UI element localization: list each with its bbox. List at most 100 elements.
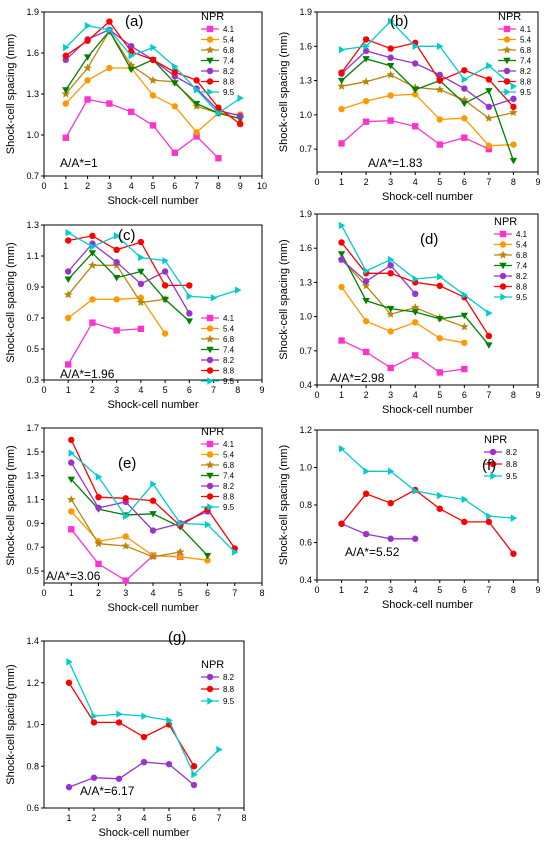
data-point [115, 719, 123, 726]
x-tick-label: 9 [535, 177, 540, 187]
area-ratio-annotation: A/A*=1.96 [60, 367, 115, 381]
data-point [412, 352, 419, 359]
y-tick-label: 0.4 [299, 380, 312, 390]
data-point [171, 149, 178, 156]
x-tick-label: 6 [462, 585, 467, 595]
data-point [89, 319, 96, 326]
data-point [84, 21, 92, 30]
area-ratio-annotation: A/A*=6.17 [80, 784, 135, 798]
x-tick-label: 6 [172, 181, 177, 191]
legend-swatch-marker [206, 472, 214, 480]
data-point [161, 282, 169, 289]
legend-swatch-marker [489, 460, 497, 468]
legend-entry: 4.1 [223, 25, 235, 34]
legend-entry: 7.4 [223, 472, 235, 481]
legend-title: NPR [201, 426, 224, 438]
data-point [338, 140, 345, 147]
legend-swatch-marker [502, 45, 512, 54]
legend-entry: 4.1 [520, 25, 532, 34]
legend-swatch-marker [206, 78, 214, 85]
y-tick-label: 1.7 [26, 423, 39, 433]
legend-entry: 5.4 [223, 325, 235, 334]
legend-entry: 8.8 [223, 685, 235, 694]
data-point [510, 95, 517, 103]
data-point [121, 541, 130, 550]
series-4-1 [62, 96, 222, 162]
data-point [387, 467, 395, 475]
x-tick-label: 7 [486, 390, 491, 400]
data-point [510, 103, 517, 111]
area-ratio-annotation: A/A*=2.98 [330, 371, 385, 385]
y-tick-label: 1.3 [299, 76, 312, 86]
series-line [68, 761, 195, 788]
data-point [137, 268, 145, 276]
y-tick-label: 1.6 [299, 243, 312, 253]
x-tick-label: 5 [163, 385, 168, 395]
x-tick-label: 8 [259, 588, 264, 598]
x-tick-label: 8 [511, 390, 516, 400]
data-point [90, 774, 98, 781]
data-point [123, 512, 130, 520]
data-point [177, 553, 184, 560]
data-point [191, 770, 198, 779]
legend-swatch-marker [503, 25, 511, 33]
series-line [70, 511, 208, 561]
series-line [67, 232, 238, 299]
data-point [186, 292, 194, 300]
data-point [387, 54, 394, 61]
data-point [193, 129, 200, 136]
legend-entry: 6.8 [223, 461, 235, 470]
legend-entry: 7.4 [516, 262, 528, 271]
series-line [341, 448, 514, 519]
y-tick-label: 1.0 [299, 463, 312, 473]
data-point [113, 232, 121, 240]
data-point [122, 495, 129, 502]
data-point [235, 286, 242, 294]
data-point [113, 246, 120, 253]
series-9-5 [63, 21, 244, 117]
x-tick-label: 4 [141, 813, 146, 823]
x-tick-label: 3 [388, 585, 393, 595]
data-point [436, 77, 443, 84]
y-tick-label: 1.3 [299, 277, 312, 287]
data-point [150, 43, 157, 52]
legend-swatch-marker [499, 262, 507, 270]
legend-title: NPR [484, 434, 507, 446]
data-point [149, 92, 157, 99]
x-tick-label: 1 [339, 390, 344, 400]
series-line [341, 286, 465, 344]
data-point [148, 75, 158, 84]
data-point [62, 52, 69, 59]
x-tick-label: 4 [413, 585, 418, 595]
data-point [91, 712, 98, 720]
x-tick-label: 1 [63, 181, 68, 191]
series-9-5 [338, 17, 518, 90]
data-point [412, 319, 419, 326]
series-line [67, 251, 190, 322]
y-tick-label: 1.9 [299, 209, 312, 219]
legend-swatch-marker [206, 57, 214, 65]
y-tick-label: 1.0 [299, 110, 312, 120]
data-point [338, 520, 345, 527]
data-point [362, 317, 370, 325]
data-point [171, 103, 178, 110]
x-tick-label: 3 [123, 588, 128, 598]
data-point [437, 42, 444, 50]
legend-swatch-marker [489, 448, 497, 456]
x-tick-label: 0 [314, 177, 319, 187]
data-point [68, 508, 75, 515]
panel-label: (d) [420, 231, 438, 248]
data-point [161, 330, 169, 337]
plot-frame [316, 11, 539, 173]
chart-panel: 0 1 2 3 4 5 6 7 8 9 0.4 0.6 0.8 1.0 1.2 Shock-cell numb… [278, 425, 541, 611]
x-tick-label: 6 [462, 177, 467, 187]
x-tick-label: 6 [191, 813, 196, 823]
legend-swatch-marker [207, 377, 214, 385]
legend-swatch-marker [503, 57, 511, 65]
data-point [215, 155, 222, 162]
y-tick-label: 0.8 [26, 761, 39, 771]
data-point [412, 487, 419, 495]
series-7-4 [337, 56, 518, 165]
series-5-4 [338, 283, 468, 347]
data-point [65, 229, 72, 237]
